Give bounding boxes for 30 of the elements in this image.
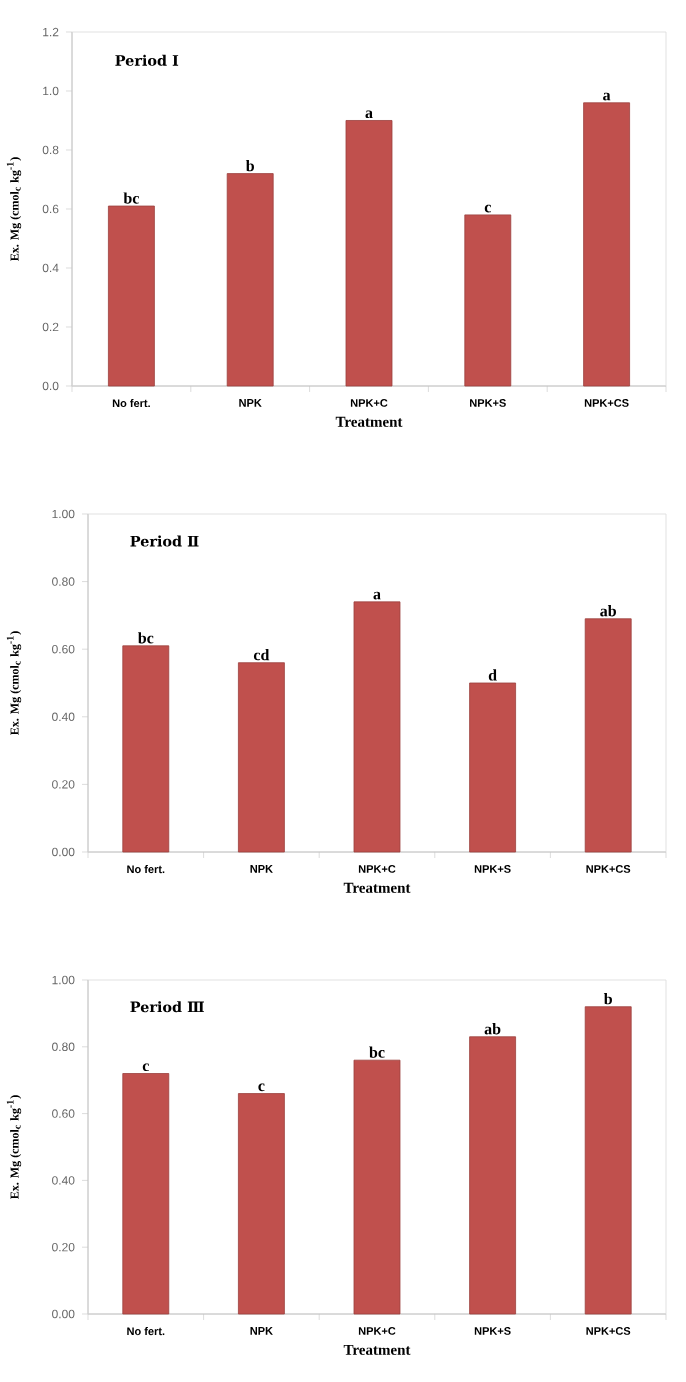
annotation: bc — [369, 1046, 385, 1058]
bar — [469, 682, 516, 853]
annotation: cd — [253, 649, 270, 661]
bar — [353, 1059, 401, 1315]
bar — [464, 214, 512, 387]
bar — [122, 1073, 170, 1315]
annotation: c — [142, 1063, 149, 1072]
annotation: bc — [123, 192, 140, 204]
bar — [238, 662, 285, 853]
bar — [353, 601, 401, 853]
annotation: a — [603, 92, 611, 101]
annotation: c — [484, 204, 491, 213]
annotation: bc — [137, 632, 154, 644]
bar — [122, 645, 170, 853]
bar — [226, 173, 274, 387]
annotation: ab — [484, 1023, 501, 1035]
annotation: d — [488, 669, 497, 681]
bar — [583, 102, 630, 387]
annotation: b — [603, 993, 612, 1005]
bar — [584, 1006, 632, 1315]
annotation: ab — [600, 605, 616, 617]
annotation: b — [245, 159, 254, 172]
annotation: c — [258, 1083, 265, 1092]
annotation: a — [373, 591, 381, 600]
bar — [584, 618, 632, 853]
bar — [469, 1036, 516, 1315]
annotation: a — [365, 110, 373, 119]
bar — [108, 205, 155, 387]
bar — [345, 120, 393, 387]
bar — [238, 1093, 285, 1315]
